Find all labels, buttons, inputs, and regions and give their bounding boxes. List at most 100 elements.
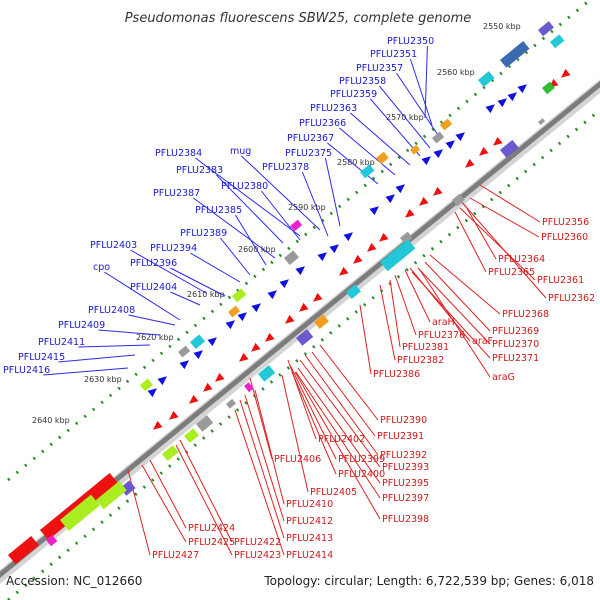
forward-gene-11 <box>343 232 353 242</box>
reverse-gene-labels: PFLU2356 PFLU2360 PFLU2364 PFLU2365PFLU2361… <box>152 217 595 561</box>
reverse-gene-13 <box>299 302 309 312</box>
leader-pflu2412 <box>244 394 285 522</box>
forward-gene-4 <box>455 132 465 142</box>
leader-pflu2363 <box>350 112 411 166</box>
gene-label-pflu2406: PFLU2406 <box>274 454 321 465</box>
gene-features <box>8 21 571 565</box>
leader-pflu2409 <box>98 329 161 336</box>
feature-box-15 <box>140 378 153 392</box>
leader-pflu2397 <box>295 371 381 499</box>
feature-box-19 <box>380 239 416 272</box>
gene-label-pflu2376: PFLU2376 <box>418 330 465 341</box>
feature-box-0 <box>537 21 554 37</box>
gene-label-pflu2416: PFLU2416 <box>3 365 50 376</box>
kbp-tick-2620-kbp: 2620 kbp <box>136 333 174 342</box>
gene-label-arah: araH <box>432 317 455 328</box>
leader-pflu2393 <box>299 359 381 468</box>
reverse-gene-7 <box>405 208 415 218</box>
reverse-gene-10 <box>353 254 363 264</box>
forward-gene-12 <box>329 244 339 254</box>
leader-pflu2381 <box>389 279 401 348</box>
gene-label-pflu2361: PFLU2361 <box>537 275 584 286</box>
forward-gene-7 <box>421 156 431 166</box>
gene-label-pflu2380: PFLU2380 <box>221 181 268 192</box>
feature-box-6 <box>410 144 420 155</box>
gene-label-pflu2359: PFLU2359 <box>330 89 377 100</box>
gene-label-pflu2403: PFLU2403 <box>90 240 137 251</box>
leader-pflu2414 <box>234 409 285 556</box>
leader-pflu2356 <box>479 184 541 223</box>
forward-gene-21 <box>193 350 203 360</box>
feature-box-12 <box>228 305 241 318</box>
gene-label-mug: mug <box>230 146 251 157</box>
leader-pflu2378 <box>301 171 329 237</box>
forward-gene-3 <box>485 104 495 114</box>
feature-box-4 <box>440 118 453 131</box>
gene-label-pflu2386: PFLU2386 <box>373 369 420 380</box>
kbp-tick-2640-kbp: 2640 kbp <box>32 416 70 425</box>
gene-label-pflu2425: PFLU2425 <box>188 537 235 548</box>
reverse-gene-2 <box>493 136 503 146</box>
reverse-gene-3 <box>479 146 489 156</box>
forward-gene-17 <box>251 303 261 313</box>
feature-box-32 <box>46 534 58 547</box>
reverse-gene-15 <box>265 332 275 342</box>
reverse-gene-8 <box>379 232 389 242</box>
forward-gene-16 <box>267 290 277 300</box>
gene-label-pflu2399: PFLU2399 <box>338 454 385 465</box>
feature-box-10 <box>284 250 299 265</box>
leader-mug <box>241 155 321 231</box>
gene-label-pflu2398: PFLU2398 <box>382 514 429 525</box>
gene-label-pflu2382: PFLU2382 <box>397 355 444 366</box>
leader-pflu2405 <box>281 374 309 493</box>
accession-text: Accession: NC_012660 <box>6 574 142 588</box>
reverse-gene-block <box>8 535 39 565</box>
leader-pflu2385 <box>234 214 267 266</box>
kbp-tick-2560-kbp: 2560 kbp <box>437 68 475 77</box>
leader-pflu2424 <box>149 459 187 529</box>
reverse-gene-20 <box>189 394 199 404</box>
leader-arah <box>404 269 431 323</box>
gene-label-pflu2412: PFLU2412 <box>286 516 333 527</box>
forward-gene-10 <box>369 206 379 216</box>
feature-box-9 <box>290 219 303 232</box>
gene-label-pflu2385: PFLU2385 <box>195 205 242 216</box>
gene-label-pflu2369: PFLU2369 <box>492 326 539 337</box>
gene-label-pflu2393: PFLU2393 <box>382 462 429 473</box>
forward-gene-15 <box>279 279 289 289</box>
reverse-gene-6 <box>419 196 429 206</box>
leader-pflu2368 <box>429 254 501 315</box>
leader-pflu2415 <box>58 354 136 363</box>
reverse-gene-21 <box>169 410 179 420</box>
leader-pflu2367 <box>327 142 379 185</box>
leader-pflu2386 <box>359 304 372 375</box>
gene-label-pflu2358: PFLU2358 <box>339 76 386 87</box>
forward-gene-labels: PFLU2350 PFLU2351 PFLU2357 PFLU2358 PFLU2359… <box>3 36 434 376</box>
gene-label-pflu2360: PFLU2360 <box>541 232 588 243</box>
gene-label-pflu2357: PFLU2357 <box>356 63 403 74</box>
forward-gene-18 <box>237 312 247 322</box>
forward-gene-0 <box>517 84 527 94</box>
leader-pflu2400 <box>291 371 337 475</box>
forward-gene-13 <box>317 252 327 262</box>
gene-label-pflu2422: PFLU2422 <box>234 537 281 548</box>
leader-pflu2351 <box>409 58 433 126</box>
gene-label-pflu2396: PFLU2396 <box>130 258 177 269</box>
leader-pflu2380 <box>261 190 301 241</box>
feature-box-18 <box>400 231 413 245</box>
gene-label-pflu2427: PFLU2427 <box>152 550 199 561</box>
reverse-gene-22 <box>153 420 163 430</box>
leader-pflu2389 <box>220 237 251 276</box>
gene-label-pflu2375: PFLU2375 <box>285 148 332 159</box>
leader-pflu2413 <box>239 399 285 539</box>
gene-label-pflu2391: PFLU2391 <box>377 431 424 442</box>
forward-gene-8 <box>395 184 405 194</box>
forward-gene-24 <box>147 388 157 398</box>
feature-box-2 <box>500 40 530 68</box>
leader-pflu2375 <box>324 157 341 227</box>
forward-gene-6 <box>433 149 443 159</box>
feature-box-16 <box>499 139 519 158</box>
leader-pflu2391 <box>311 351 376 437</box>
kbp-tick-2580-kbp: 2580 kbp <box>337 158 375 167</box>
